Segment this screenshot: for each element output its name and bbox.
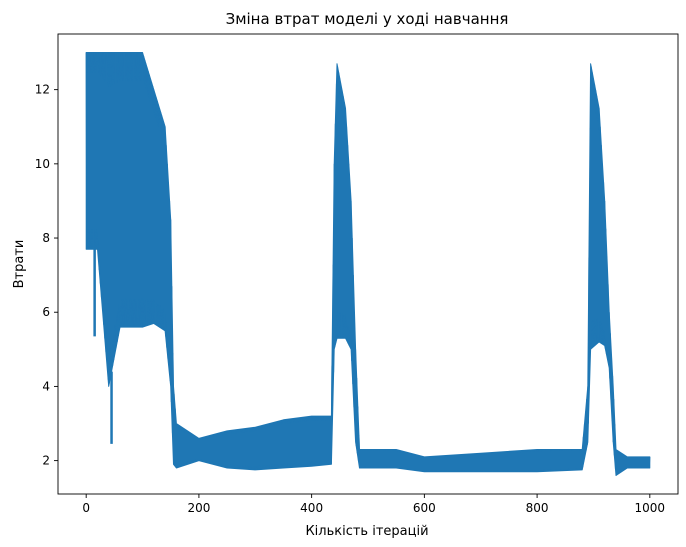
x-tick-label: 0 — [82, 501, 90, 515]
x-tick-label: 800 — [526, 501, 549, 515]
chart-title: Зміна втрат моделі у ході навчання — [226, 10, 509, 28]
x-tick-label: 200 — [187, 501, 210, 515]
y-tick-label: 6 — [42, 305, 50, 319]
x-axis: 0 200 400 600 800 1000 — [82, 494, 665, 515]
y-tick-label: 4 — [42, 379, 50, 393]
y-tick-label: 12 — [35, 83, 50, 97]
x-axis-label: Кількість ітерацій — [305, 524, 428, 539]
y-tick-label: 2 — [42, 454, 50, 468]
y-tick-label: 10 — [35, 157, 50, 171]
y-tick-label: 8 — [42, 231, 50, 245]
plot-area — [85, 52, 651, 476]
y-axis-label: Втрати — [12, 240, 27, 289]
y-axis: 2 4 6 8 10 12 — [35, 83, 58, 468]
x-tick-label: 400 — [300, 501, 323, 515]
x-tick-label: 1000 — [635, 501, 666, 515]
plot-frame — [57, 33, 679, 495]
loss-series-line — [85, 52, 651, 476]
x-tick-label: 600 — [413, 501, 436, 515]
